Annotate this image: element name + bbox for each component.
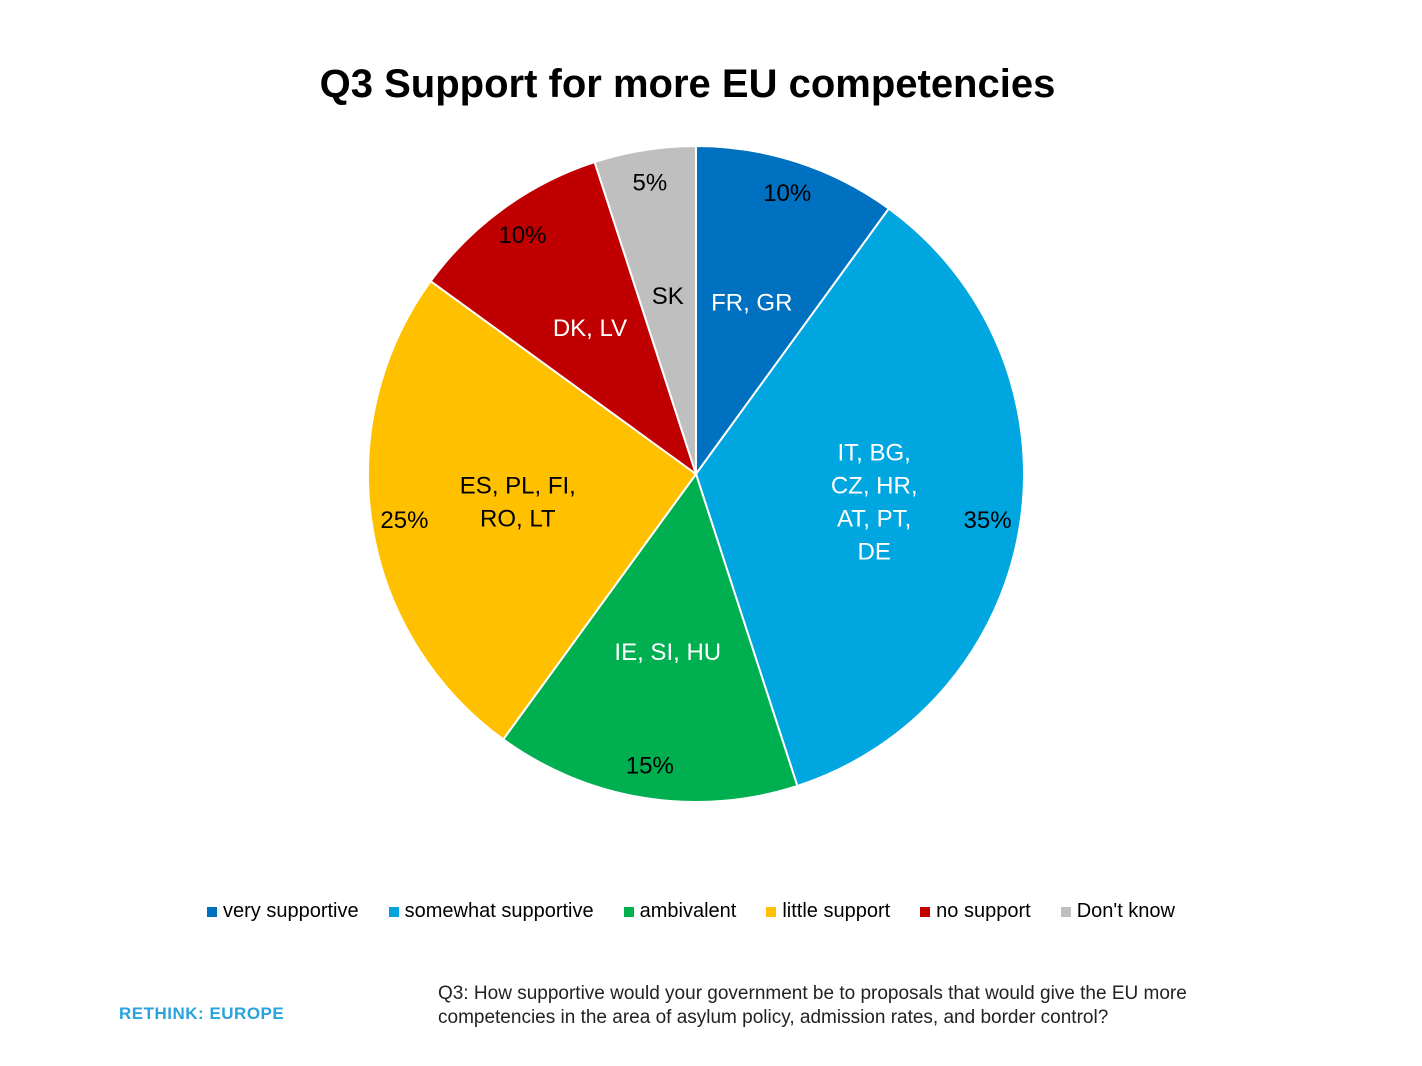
legend-label: very supportive (223, 900, 359, 922)
pie-slice-ambivalent (501, 471, 799, 804)
legend-item-somewhat-supportive: somewhat supportive (388, 900, 594, 923)
legend-swatch (1060, 906, 1071, 917)
pie-slice-don-t-know (593, 144, 697, 475)
footnote-line-1: Q3: How supportive would your government… (438, 983, 1187, 1004)
legend-label: ambivalent (639, 900, 737, 922)
footnote-line-2: competencies in the area of asylum polic… (438, 1007, 1109, 1028)
legend-item-little-support: little support (766, 900, 890, 923)
legend-swatch (766, 906, 777, 917)
legend-label: no support (936, 900, 1031, 922)
legend-swatch (388, 906, 399, 917)
legend-swatch (920, 906, 931, 917)
rethink-europe-logo: RETHINK: EUROPE (119, 1004, 285, 1023)
pie-slice-little-support (366, 279, 698, 741)
country-label-don-t-know: SK (652, 283, 684, 310)
chart-legend: very supportive somewhat supportive ambiva… (0, 900, 1382, 923)
pie-slice-somewhat-supportive (694, 207, 1025, 788)
legend-label: little support (782, 900, 891, 922)
legend-item-very-supportive: very supportive (207, 900, 359, 923)
country-label-no-support: DK, LV (553, 315, 627, 342)
data-label-ambivalent: 15% (626, 753, 674, 780)
pie-slice-no-support (429, 160, 698, 477)
legend-swatch (623, 906, 634, 917)
legend-item-ambivalent: ambivalent (623, 900, 737, 923)
legend-label: Don't know (1076, 900, 1175, 922)
chart-title: Q3 Support for more EU competencies (319, 62, 1056, 106)
country-label-little-support: ES, PL, FI, RO, LT (460, 473, 576, 533)
legend-item-don-t-know: Don't know (1060, 900, 1175, 923)
data-label-very-supportive: 10% (763, 180, 811, 207)
data-label-little-support: 25% (380, 507, 428, 534)
country-label-very-supportive: FR, GR (711, 289, 792, 316)
legend-swatch (207, 906, 217, 917)
question-footnote: Q3: How supportive would your government… (438, 982, 1338, 1030)
pie-slice-very-supportive (695, 144, 891, 478)
legend-item-no-support: no support (920, 900, 1031, 923)
data-label-somewhat-supportive: 35% (964, 507, 1012, 534)
country-label-somewhat-supportive: IT, BG, CZ, HR, AT, PT, DE (831, 440, 918, 566)
legend-label: somewhat supportive (404, 900, 594, 922)
data-label-no-support: 10% (498, 222, 546, 249)
data-label-don-t-know: 5% (632, 169, 667, 196)
country-label-ambivalent: IE, SI, HU (614, 639, 721, 666)
